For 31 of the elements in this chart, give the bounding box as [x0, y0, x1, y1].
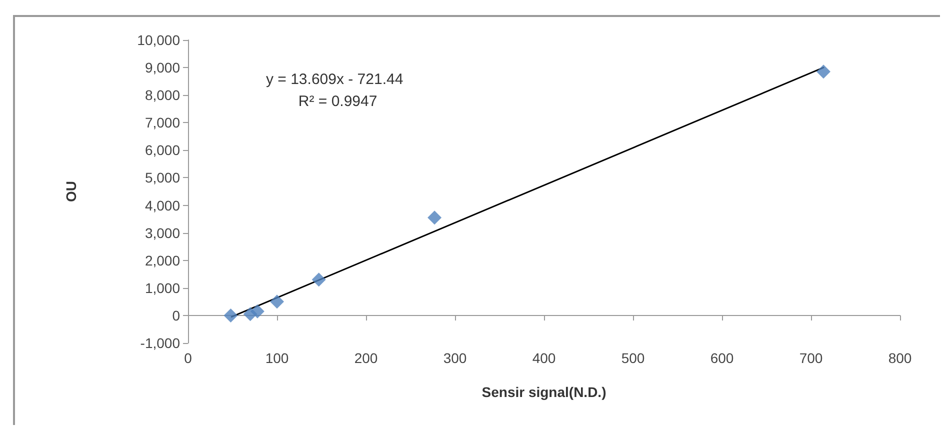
x-tick-label: 500 [621, 350, 645, 366]
point [224, 308, 238, 322]
y-tick-label: 10,000 [137, 32, 180, 48]
y-tick-label: 2,000 [144, 252, 180, 268]
y-tick-label: -1,000 [140, 335, 180, 351]
y-tick-label: 0 [172, 307, 180, 324]
y-tick-label: 8,000 [144, 87, 180, 104]
x-tick-label: 600 [710, 350, 734, 366]
x-tick-label: 0 [184, 350, 192, 366]
y-tick-label: 6,000 [144, 142, 180, 158]
y-tick-label: 5,000 [144, 170, 180, 186]
point [312, 272, 326, 287]
x-tick-label: 700 [799, 350, 823, 366]
x-tick-label: 100 [265, 350, 289, 366]
point [250, 304, 264, 318]
x-tick-label: 300 [443, 350, 467, 366]
y-axis-title: OU [63, 181, 79, 202]
x-tick-label: 400 [532, 350, 556, 366]
x-tick-label: 800 [888, 350, 912, 366]
point [428, 210, 442, 225]
y-tick-label: 7,000 [144, 114, 180, 131]
point [270, 294, 284, 309]
y-tick-label: 9,000 [144, 60, 180, 76]
annotation: y = 13.609x - 721.44 [266, 71, 404, 88]
y-tick-label: 1,000 [144, 280, 180, 296]
x-tick-label: 200 [354, 350, 378, 366]
point [816, 64, 830, 79]
annotation: R² = 0.9947 [298, 93, 378, 110]
x-axis-title: Sensir signal(N.D.) [482, 384, 606, 400]
y-tick-label: 4,000 [144, 197, 180, 214]
y-tick-label: 3,000 [144, 224, 180, 241]
